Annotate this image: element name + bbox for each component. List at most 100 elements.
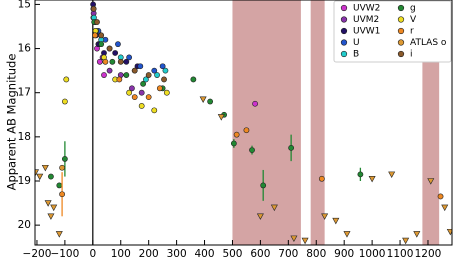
upper-limit	[321, 213, 329, 220]
data-point	[96, 58, 103, 65]
data-point	[190, 76, 197, 83]
data-point	[151, 67, 158, 74]
data-point	[98, 41, 105, 48]
shaded-region	[310, 0, 325, 245]
upper-limit	[427, 178, 435, 185]
data-point	[437, 193, 444, 200]
data-point	[61, 156, 68, 162]
data-point	[59, 191, 65, 198]
x-tick-label: 0	[89, 248, 96, 260]
upper-limit	[441, 204, 449, 212]
upper-limit	[343, 231, 351, 238]
upper-limit	[368, 175, 376, 183]
data-point	[117, 58, 124, 65]
data-point	[94, 19, 100, 25]
x-tick-label: 800	[306, 248, 326, 260]
upper-limit	[402, 237, 410, 245]
upper-limit	[50, 204, 58, 212]
legend-marker	[340, 16, 348, 23]
data-point	[260, 182, 267, 189]
data-point	[115, 41, 121, 48]
data-point	[357, 171, 364, 178]
data-point	[106, 67, 113, 74]
data-point	[156, 85, 163, 92]
data-point	[159, 63, 166, 70]
upper-limit	[256, 213, 264, 220]
data-point	[101, 72, 107, 78]
data-point	[48, 173, 54, 180]
legend-marker	[397, 4, 405, 12]
y-tick-label: 18	[18, 131, 31, 143]
data-point	[126, 54, 133, 61]
y-tick-label: 15	[18, 0, 31, 10]
data-point	[56, 182, 63, 189]
legend-label: UVW2	[353, 4, 380, 14]
data-point	[106, 45, 113, 52]
data-point	[163, 89, 170, 96]
upper-limit	[36, 173, 44, 181]
legend-label: i	[410, 50, 413, 60]
x-tick-label: 300	[167, 248, 187, 260]
upper-limit	[388, 171, 396, 178]
x-tick-label: −200	[23, 248, 52, 260]
x-tick-label: 500	[222, 248, 242, 260]
upper-limit	[44, 200, 52, 207]
x-tick-label: 100	[111, 248, 131, 260]
upper-limit	[47, 213, 55, 220]
data-point	[102, 58, 109, 65]
data-point	[138, 89, 145, 96]
data-point	[252, 100, 258, 107]
x-tick-label: 200	[139, 248, 159, 260]
data-point	[112, 50, 119, 56]
data-point	[116, 76, 123, 83]
x-tick-label: 700	[278, 248, 298, 260]
y-axis-label: Apparent AB Magnitude	[5, 54, 19, 191]
data-point	[249, 147, 255, 153]
data-point	[243, 127, 250, 134]
upper-limit	[55, 231, 63, 238]
upper-limit	[35, 169, 40, 176]
data-point	[230, 140, 237, 147]
data-point	[123, 58, 130, 65]
x-tick-label: 1200	[415, 248, 442, 260]
legend-marker	[397, 16, 405, 23]
data-point	[162, 67, 169, 74]
legend-label: V	[410, 15, 417, 25]
x-tick-label: 900	[334, 248, 354, 260]
legend-marker	[397, 39, 405, 46]
data-point	[207, 98, 214, 105]
legend-marker	[340, 27, 348, 35]
upper-limit	[413, 231, 421, 238]
data-point	[129, 85, 135, 92]
data-point	[142, 76, 149, 83]
upper-limit	[199, 96, 207, 103]
data-point	[154, 72, 160, 78]
data-point	[63, 76, 70, 83]
data-point	[98, 32, 105, 39]
legend-marker	[340, 50, 348, 58]
data-point	[137, 63, 144, 70]
legend-marker	[340, 4, 348, 12]
legend-marker	[340, 39, 348, 46]
data-point	[161, 76, 167, 83]
upper-limit	[332, 217, 340, 225]
legend-label: UVM2	[353, 15, 379, 25]
data-point	[123, 72, 130, 78]
data-point	[145, 72, 152, 78]
data-point	[318, 175, 325, 182]
data-point	[109, 58, 116, 65]
x-tick-label: 1000	[359, 248, 386, 260]
x-tick-label: 400	[195, 248, 215, 260]
data-point	[59, 164, 65, 171]
data-point	[92, 32, 98, 39]
y-tick-label: 19	[18, 175, 31, 187]
y-tick-label: 20	[18, 219, 31, 231]
upper-limit	[290, 235, 298, 243]
data-point	[131, 94, 138, 101]
legend-label: U	[353, 38, 360, 48]
x-tick-label: 1100	[387, 248, 414, 260]
shaded-region	[232, 0, 301, 245]
upper-limit	[270, 204, 278, 212]
